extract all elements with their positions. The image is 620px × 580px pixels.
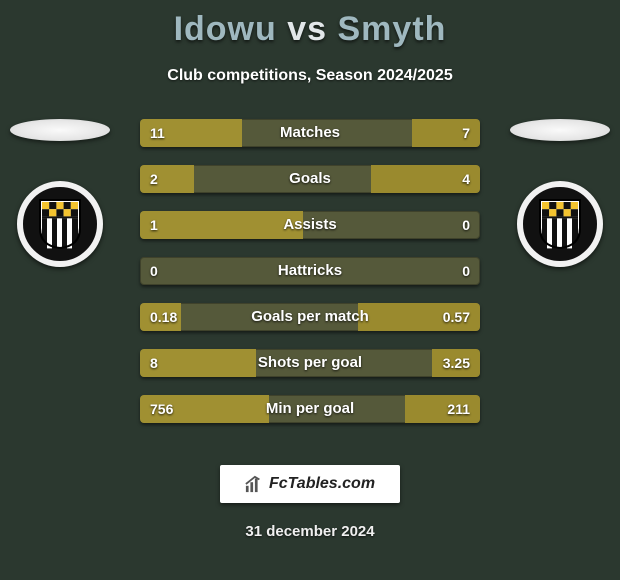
right-club-crest-icon: [517, 181, 603, 267]
stat-row: 24Goals: [140, 165, 480, 193]
player1-name: Idowu: [174, 10, 277, 48]
brand-text: FcTables.com: [269, 475, 375, 493]
stat-row: 117Matches: [140, 119, 480, 147]
brand-badge[interactable]: FcTables.com: [220, 465, 400, 503]
stat-label: Matches: [140, 119, 480, 147]
comparison-title: Idowu vs Smyth: [0, 0, 620, 49]
stat-row: 756211Min per goal: [140, 395, 480, 423]
right-side: [500, 119, 620, 267]
left-flag-icon: [10, 119, 110, 141]
comparison-panel: 117Matches 24Goals 10Assists 00Hattricks 0.1…: [0, 119, 620, 439]
player2-name: Smyth: [338, 10, 447, 48]
left-club-crest-icon: [17, 181, 103, 267]
date-label: 31 december 2024: [0, 523, 620, 540]
stat-label: Assists: [140, 211, 480, 239]
stat-row: 00Hattricks: [140, 257, 480, 285]
stat-row: 0.180.57Goals per match: [140, 303, 480, 331]
stat-label: Hattricks: [140, 257, 480, 285]
shield-icon: [38, 198, 82, 250]
vs-label: vs: [287, 10, 327, 48]
stat-label: Min per goal: [140, 395, 480, 423]
left-side: [0, 119, 120, 267]
stat-bars: 117Matches 24Goals 10Assists 00Hattricks 0.1…: [140, 119, 480, 441]
shield-icon: [538, 198, 582, 250]
stat-label: Goals: [140, 165, 480, 193]
stat-row: 10Assists: [140, 211, 480, 239]
right-flag-icon: [510, 119, 610, 141]
chart-icon: [245, 475, 263, 493]
stat-row: 83.25Shots per goal: [140, 349, 480, 377]
stat-label: Goals per match: [140, 303, 480, 331]
stat-label: Shots per goal: [140, 349, 480, 377]
subtitle: Club competitions, Season 2024/2025: [0, 67, 620, 85]
